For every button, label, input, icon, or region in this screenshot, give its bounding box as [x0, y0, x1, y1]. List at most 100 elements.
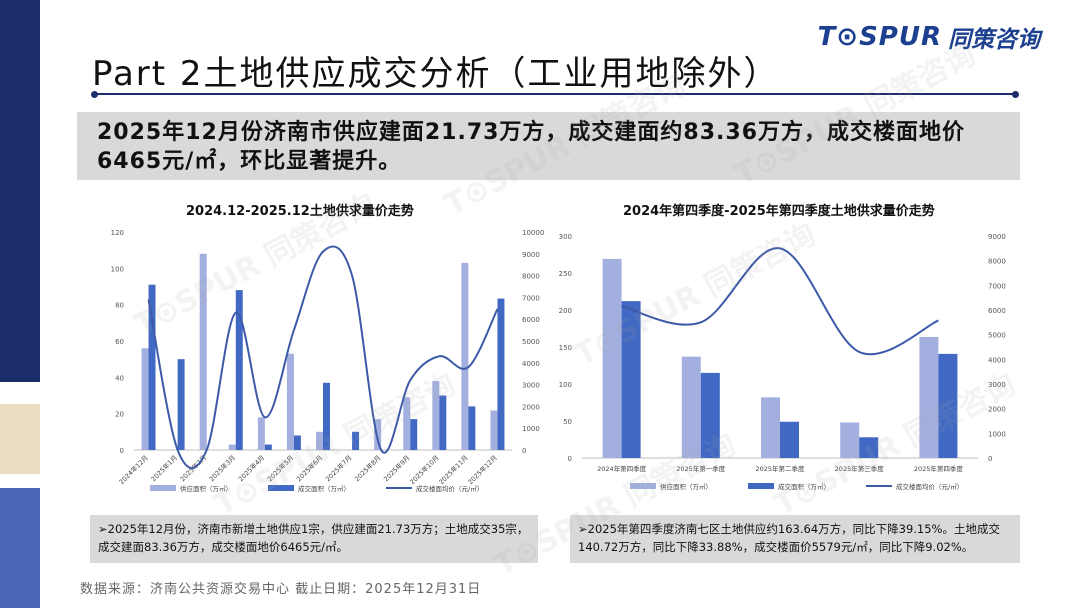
bar-deal — [780, 421, 800, 458]
legend-label: 成交楼面均价（元/㎡） — [896, 482, 963, 491]
bar-supply — [403, 397, 411, 450]
y2-tick-label: 4000 — [988, 356, 1006, 364]
bar-supply — [602, 258, 622, 458]
headline-box: 2025年12月份济南市供应建面21.73万方，成交建面约83.36万方，成交楼… — [77, 112, 1020, 180]
bar-supply — [840, 422, 860, 458]
bar-deal — [323, 382, 330, 450]
x-tick-label: 2025年第二季度 — [755, 464, 805, 473]
y2-tick-label: 3000 — [988, 381, 1006, 389]
bar-supply — [141, 348, 149, 450]
bar-deal — [352, 431, 360, 450]
data-source: 数据来源：济南公共资源交易中心 截止日期：2025年12月31日 — [80, 582, 482, 597]
legend-swatch — [748, 483, 774, 489]
logo-en-text: T⊙SPUR — [817, 22, 942, 52]
x-tick-label: 2025年第四季度 — [914, 464, 964, 473]
y2-tick-label: 1000 — [988, 430, 1006, 438]
bar-deal — [264, 444, 272, 450]
y-tick-label: 200 — [559, 307, 572, 315]
side-bar-navy — [0, 0, 40, 382]
y2-tick-label: 4000 — [522, 360, 540, 368]
price-line — [147, 245, 499, 469]
bar-supply — [760, 397, 780, 458]
y2-tick-label: 8000 — [522, 273, 540, 281]
y2-tick-label: 2000 — [988, 406, 1006, 414]
y2-tick-label: 0 — [522, 447, 526, 455]
y-tick-label: 0 — [568, 455, 572, 463]
x-tick-label: 2024年第四季度 — [597, 464, 647, 473]
bar-supply — [286, 353, 294, 450]
title-rule — [94, 93, 1016, 95]
x-tick-label: 2025年12月 — [466, 453, 499, 486]
y-tick-label: 20 — [115, 411, 124, 419]
y-tick-label: 120 — [111, 229, 124, 237]
x-tick-label: 2025年第一季度 — [676, 464, 726, 473]
chart-quarterly: 0501001502002503000100020003000400050006… — [559, 233, 1006, 491]
bar-supply — [199, 253, 207, 450]
y2-tick-label: 7000 — [988, 282, 1006, 290]
y2-tick-label: 6000 — [988, 307, 1006, 315]
bar-supply — [316, 431, 323, 450]
y2-tick-label: 0 — [988, 455, 992, 463]
bar-deal — [497, 298, 505, 450]
y-tick-label: 100 — [111, 265, 124, 273]
y2-tick-label: 7000 — [522, 294, 540, 302]
x-tick-label: 2025年10月 — [408, 453, 441, 486]
note-quarterly: ➢2025年第四季度济南七区土地供应约163.64万方，同比下降39.15%。土… — [570, 515, 1020, 563]
bar-supply — [681, 356, 701, 458]
side-bar-beige — [0, 404, 40, 474]
page-title: Part 2土地供应成交分析（工业用地除外） — [92, 54, 780, 94]
bar-deal — [293, 435, 301, 450]
legend-label: 成交面积（万㎡） — [778, 482, 830, 491]
x-tick-label: 2025年5月 — [265, 453, 295, 483]
brand-logo: T⊙SPUR 同策咨询 — [818, 20, 1040, 54]
bar-deal — [938, 353, 958, 458]
x-tick-label: 2024年12月 — [117, 453, 150, 486]
rule-dot-right — [1012, 90, 1019, 98]
x-tick-label: 2025年8月 — [352, 453, 382, 483]
legend-swatch — [268, 485, 294, 491]
bar-deal — [235, 290, 243, 450]
bar-supply — [228, 444, 236, 450]
y-tick-label: 50 — [563, 418, 572, 426]
note-monthly: ➢2025年12月份，济南市新增土地供应1宗，供应建面21.73万方；土地成交3… — [90, 515, 538, 563]
x-tick-label: 2025年1月 — [149, 453, 179, 483]
y2-tick-label: 6000 — [522, 316, 540, 324]
bar-deal — [177, 359, 185, 450]
x-tick-label: 2025年4月 — [236, 453, 266, 483]
bar-supply — [432, 380, 440, 450]
bar-supply — [374, 419, 382, 450]
bar-deal — [410, 419, 418, 450]
chart-monthly: 0 20 40 60 80 100 120 0 1000 2000 3000 4000 5000 6000… — [111, 229, 545, 493]
y-tick-label: 100 — [559, 381, 572, 389]
y2-tick-label: 9000 — [522, 251, 540, 259]
bar-deal — [621, 301, 641, 458]
bar-supply — [919, 336, 939, 458]
y-tick-label: 40 — [115, 374, 124, 382]
bar-deal — [148, 284, 156, 450]
y-tick-label: 80 — [115, 302, 124, 310]
price-line — [621, 247, 939, 356]
x-tick-label: 2025年7月 — [323, 453, 353, 483]
side-bar-blue — [0, 488, 40, 608]
bar-deal — [859, 437, 879, 458]
y-tick-label: 150 — [559, 344, 572, 352]
legend-label: 成交面积（万㎡） — [298, 484, 350, 493]
legend-label: 供应面积（万㎡） — [660, 482, 712, 491]
legend-swatch — [630, 483, 656, 489]
bar-supply — [461, 262, 469, 450]
x-tick-label: 2025年11月 — [437, 453, 470, 486]
x-tick-label: 2025年第三季度 — [835, 464, 885, 473]
legend-swatch — [150, 485, 176, 491]
y-tick-label: 300 — [559, 233, 572, 241]
bar-deal — [439, 395, 447, 450]
bar-deal — [700, 372, 720, 458]
y2-tick-label: 5000 — [988, 332, 1006, 340]
y-tick-label: 250 — [559, 270, 572, 278]
y2-tick-label: 2000 — [522, 403, 540, 411]
y2-tick-label: 1000 — [522, 425, 540, 433]
x-tick-label: 2025年3月 — [207, 453, 237, 483]
bar-supply — [257, 417, 265, 450]
rule-dot-left — [91, 90, 98, 98]
y2-tick-label: 8000 — [988, 258, 1006, 266]
y-tick-label: 0 — [120, 447, 124, 455]
